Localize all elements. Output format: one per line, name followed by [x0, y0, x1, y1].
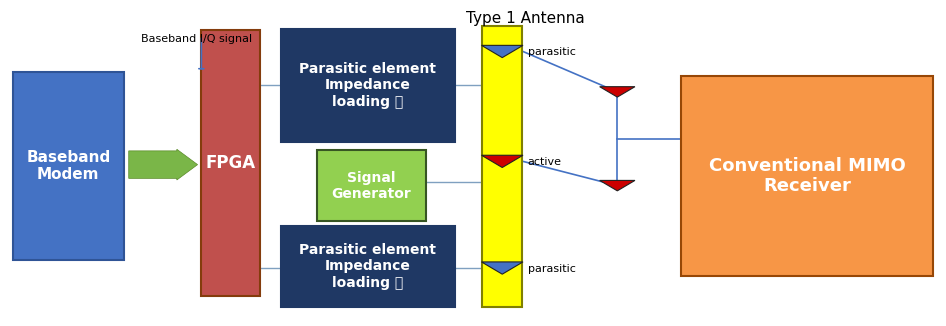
Text: parasitic: parasitic [528, 264, 575, 274]
FancyBboxPatch shape [201, 30, 260, 296]
Text: active: active [528, 157, 562, 167]
FancyBboxPatch shape [281, 29, 455, 142]
FancyBboxPatch shape [482, 26, 522, 307]
Polygon shape [600, 180, 635, 191]
Text: Conventional MIMO
Receiver: Conventional MIMO Receiver [709, 156, 905, 195]
Text: parasitic: parasitic [528, 47, 575, 57]
FancyBboxPatch shape [281, 226, 455, 307]
Text: FPGA: FPGA [205, 154, 255, 172]
Polygon shape [482, 155, 523, 168]
FancyBboxPatch shape [12, 72, 124, 260]
Text: Baseband I/Q signal: Baseband I/Q signal [141, 34, 253, 44]
Text: Type 1 Antenna: Type 1 Antenna [465, 11, 585, 26]
FancyBboxPatch shape [680, 76, 934, 276]
FancyArrow shape [129, 149, 198, 180]
Polygon shape [482, 45, 523, 58]
Text: Parasitic element
Impedance
loading 부: Parasitic element Impedance loading 부 [299, 243, 436, 289]
FancyBboxPatch shape [317, 150, 426, 221]
Polygon shape [482, 262, 523, 274]
Text: Parasitic element
Impedance
loading 부: Parasitic element Impedance loading 부 [299, 62, 436, 109]
Polygon shape [600, 87, 635, 97]
Text: Baseband
Modem: Baseband Modem [26, 150, 111, 183]
Text: Signal
Generator: Signal Generator [332, 170, 412, 201]
